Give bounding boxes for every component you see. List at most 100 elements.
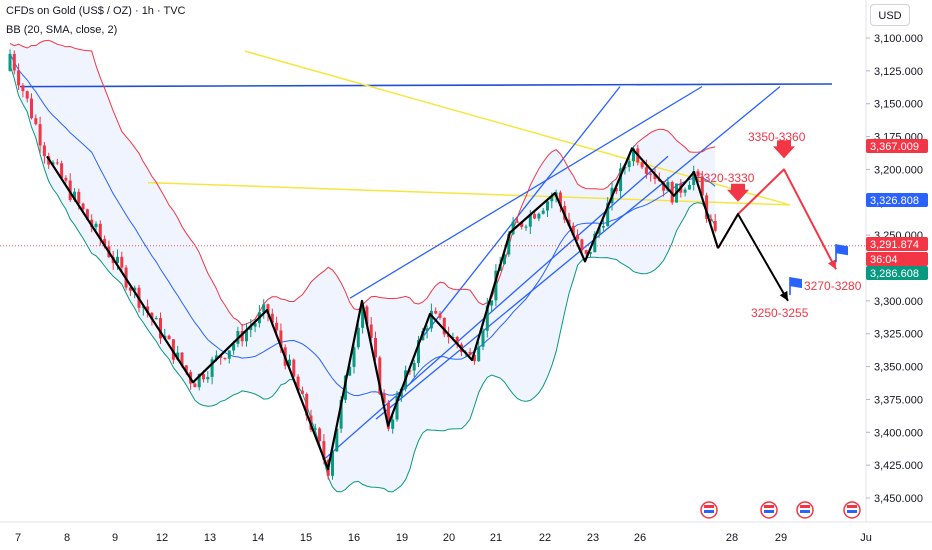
candle-body [296, 376, 300, 391]
candle-body [227, 350, 231, 359]
candle-body [541, 210, 545, 214]
candle-body [619, 168, 623, 192]
us-flag-stripe [800, 510, 810, 513]
candle-body [395, 396, 399, 420]
price-label-box [866, 266, 928, 280]
candle-body [103, 238, 107, 247]
candle-body [507, 234, 511, 255]
candle-body [197, 374, 201, 388]
price-label-text: 3,286.608 [870, 268, 919, 280]
yellow-trend-line [147, 181, 791, 206]
projection-arrowhead [827, 259, 836, 270]
event-icons [700, 501, 861, 519]
candle-body [51, 162, 55, 165]
time-tick-label: 9 [112, 532, 118, 544]
candle-body [468, 351, 472, 355]
candle-body [386, 402, 390, 429]
candle-body [709, 218, 713, 221]
price-label-text: 3,291.874 [870, 239, 919, 251]
time-tick-label: 22 [539, 532, 551, 544]
candle-body [94, 223, 98, 228]
price-tick-label: 3,325.000 [874, 329, 923, 341]
candle-body [313, 428, 317, 430]
us-flag-stripe [847, 505, 857, 508]
price-tick-label: 3,400.000 [874, 427, 923, 439]
price-tick-label: 3,425.000 [874, 460, 923, 472]
candle-body [649, 173, 653, 175]
candle-body [12, 53, 16, 71]
candle-body [593, 233, 597, 253]
candle-body [223, 357, 227, 359]
time-tick-label: 12 [156, 532, 168, 544]
indicator-legend[interactable]: BB (20, SMA, close, 2) [6, 24, 118, 36]
candle-body [365, 306, 369, 325]
candle-body [490, 300, 494, 306]
trend-lines [0, 50, 866, 460]
projection-black [717, 213, 789, 302]
candle-body [408, 370, 412, 372]
candle-body [214, 355, 218, 360]
channel-line [349, 86, 703, 299]
time-tick-label: 16 [348, 532, 360, 544]
us-flag-stripe [704, 510, 714, 513]
time-tick-label: 7 [15, 532, 21, 544]
target-zone-label: 3270-3280 [804, 279, 862, 293]
candle-body [705, 195, 709, 219]
candle-body [180, 352, 184, 366]
candle-body [64, 178, 68, 181]
price-label-text: 3,367.009 [870, 141, 919, 153]
bb-basis-line [9, 53, 716, 397]
candle-body [382, 393, 386, 403]
candle-body [98, 223, 102, 239]
candle-body [481, 330, 485, 347]
resistance-line [19, 83, 833, 88]
price-label-box [866, 193, 928, 207]
candle-body [245, 330, 248, 342]
candle-body [21, 85, 25, 92]
candle-body [270, 313, 274, 323]
symbol-title[interactable]: CFDs on Gold (US$ / OZ) · 1h · TVC [6, 5, 186, 17]
candle-body [322, 441, 326, 460]
time-tick-label: 23 [587, 532, 599, 544]
flag-icon [790, 277, 802, 289]
candle-body [288, 359, 291, 366]
candle-body [369, 324, 373, 338]
candle-body [361, 306, 365, 328]
candle-body [429, 310, 433, 329]
time-tick-label: 8 [64, 532, 70, 544]
candle-body [644, 167, 648, 174]
candle-body [546, 201, 549, 211]
candle-body [515, 221, 519, 223]
channel-line [375, 86, 781, 420]
yellow-trend-line [244, 50, 791, 206]
candle-body [438, 313, 442, 318]
candle-body [159, 318, 162, 339]
candle-body [425, 328, 429, 332]
candle-body [335, 428, 339, 452]
down-arrow-icon [727, 183, 749, 202]
zigzag-pattern [46, 147, 720, 471]
candle-body [331, 451, 334, 476]
candle-body [232, 343, 236, 351]
candle-body [558, 192, 562, 207]
time-tick-label: 13 [204, 532, 216, 544]
candle-body [576, 234, 580, 240]
time-tick-label: 20 [443, 532, 455, 544]
candle-body [352, 347, 356, 367]
candle-body [391, 419, 395, 429]
candle-body [348, 366, 352, 376]
candle-body [417, 340, 420, 363]
candle-body [30, 98, 33, 119]
candle-body [683, 189, 687, 193]
candle-body [279, 330, 283, 348]
currency-button[interactable]: USD [870, 4, 910, 26]
candle-body [292, 359, 296, 377]
candle-body [537, 213, 541, 219]
price-label-text: 3,326.808 [870, 195, 919, 207]
candle-body [614, 187, 618, 192]
candle-body [210, 359, 214, 377]
candle-body [339, 399, 343, 429]
price-tick-label: 3,150.000 [874, 99, 923, 111]
candle-body [640, 162, 644, 168]
